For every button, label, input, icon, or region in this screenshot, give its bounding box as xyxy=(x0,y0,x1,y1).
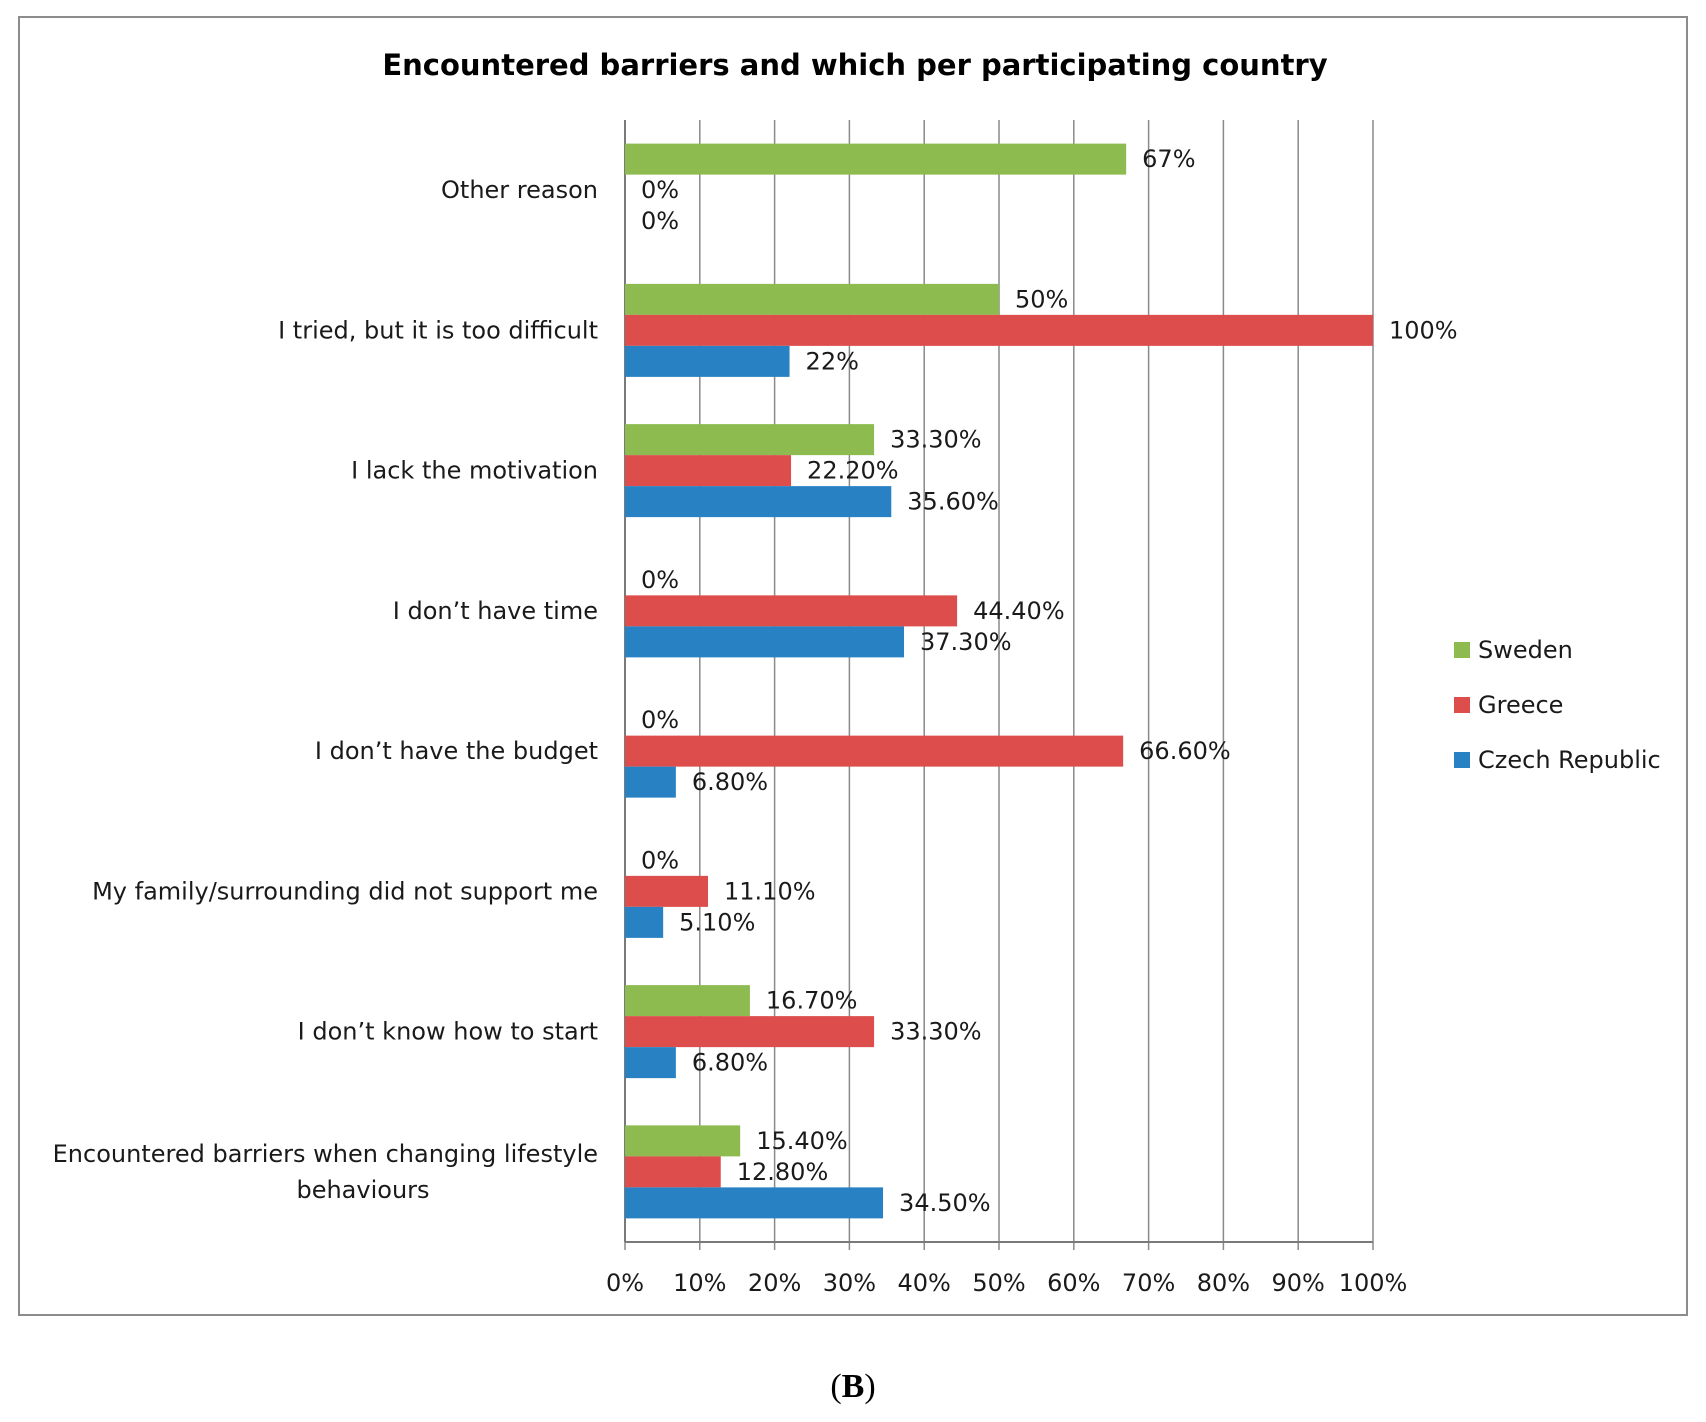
bar-sweden xyxy=(625,283,999,315)
data-label: 66.60% xyxy=(1139,737,1231,765)
legend-label: Greece xyxy=(1478,691,1563,719)
x-tick-label: 30% xyxy=(823,1269,876,1297)
x-tick-label: 60% xyxy=(1047,1269,1100,1297)
data-label: 44.40% xyxy=(973,597,1065,625)
bar-czech-republic xyxy=(625,766,676,798)
bar-chart: Encountered barriers and which per parti… xyxy=(53,48,1661,1297)
bar-greece xyxy=(625,1016,875,1048)
data-label: 22% xyxy=(806,347,859,375)
bar-greece xyxy=(625,1156,721,1188)
bar-greece xyxy=(625,455,792,487)
legend-swatch xyxy=(1454,642,1470,658)
data-label: 22.20% xyxy=(807,457,899,485)
category-label: I lack the motivation xyxy=(351,457,598,485)
legend-swatch xyxy=(1454,752,1470,768)
data-label: 67% xyxy=(1142,145,1195,173)
data-label: 0% xyxy=(641,207,679,235)
x-tick-label: 10% xyxy=(673,1269,726,1297)
data-label: 0% xyxy=(641,846,679,874)
category-label: Other reason xyxy=(441,176,598,204)
category-label: I don’t know how to start xyxy=(298,1018,598,1046)
legend-label: Czech Republic xyxy=(1478,746,1661,774)
data-label: 6.80% xyxy=(692,768,768,796)
data-label: 6.80% xyxy=(692,1049,768,1077)
data-label: 33.30% xyxy=(890,426,982,454)
data-label: 12.80% xyxy=(737,1158,829,1186)
x-tick-label: 80% xyxy=(1197,1269,1250,1297)
category-label: I don’t have time xyxy=(393,597,598,625)
data-label: 100% xyxy=(1389,316,1458,344)
data-label: 34.50% xyxy=(899,1189,991,1217)
chart-title: Encountered barriers and which per parti… xyxy=(382,48,1327,82)
data-label: 50% xyxy=(1015,285,1068,313)
bar-greece xyxy=(625,314,1373,346)
x-tick-label: 50% xyxy=(972,1269,1025,1297)
data-label: 35.60% xyxy=(907,488,999,516)
category-label: behaviours xyxy=(296,1176,429,1204)
category-label: My family/surrounding did not support me xyxy=(92,877,598,905)
x-tick-label: 20% xyxy=(748,1269,801,1297)
bar-czech-republic xyxy=(625,626,905,658)
data-label: 0% xyxy=(641,176,679,204)
legend-swatch xyxy=(1454,697,1470,713)
category-label: Encountered barriers when changing lifes… xyxy=(53,1140,598,1168)
bar-sweden xyxy=(625,424,875,456)
x-tick-label: 70% xyxy=(1122,1269,1175,1297)
legend-label: Sweden xyxy=(1478,636,1573,664)
caption-letter: B xyxy=(841,1368,865,1405)
x-tick-label: 40% xyxy=(898,1269,951,1297)
x-tick-label: 0% xyxy=(606,1269,644,1297)
bar-czech-republic xyxy=(625,1047,676,1079)
x-tick-label: 100% xyxy=(1339,1269,1408,1297)
data-label: 5.10% xyxy=(679,908,755,936)
figure-caption: (B) xyxy=(830,1368,876,1405)
x-tick-label: 90% xyxy=(1272,1269,1325,1297)
bar-czech-republic xyxy=(625,345,790,377)
category-label: I don’t have the budget xyxy=(315,737,598,765)
data-label: 11.10% xyxy=(724,877,816,905)
data-label: 37.30% xyxy=(920,628,1012,656)
bar-greece xyxy=(625,875,709,907)
bar-sweden xyxy=(625,1125,741,1157)
category-label: I tried, but it is too difficult xyxy=(278,316,598,344)
bar-greece xyxy=(625,735,1124,767)
chart-frame: Encountered barriers and which per parti… xyxy=(18,16,1688,1316)
data-label: 0% xyxy=(641,706,679,734)
data-label: 16.70% xyxy=(766,987,858,1015)
bar-czech-republic xyxy=(625,1187,884,1219)
bar-greece xyxy=(625,595,958,627)
bar-czech-republic xyxy=(625,486,892,518)
bar-sweden xyxy=(625,985,750,1017)
data-label: 33.30% xyxy=(890,1018,982,1046)
data-label: 0% xyxy=(641,566,679,594)
bar-czech-republic xyxy=(625,906,664,938)
data-label: 15.40% xyxy=(756,1127,848,1155)
bar-sweden xyxy=(625,143,1127,175)
